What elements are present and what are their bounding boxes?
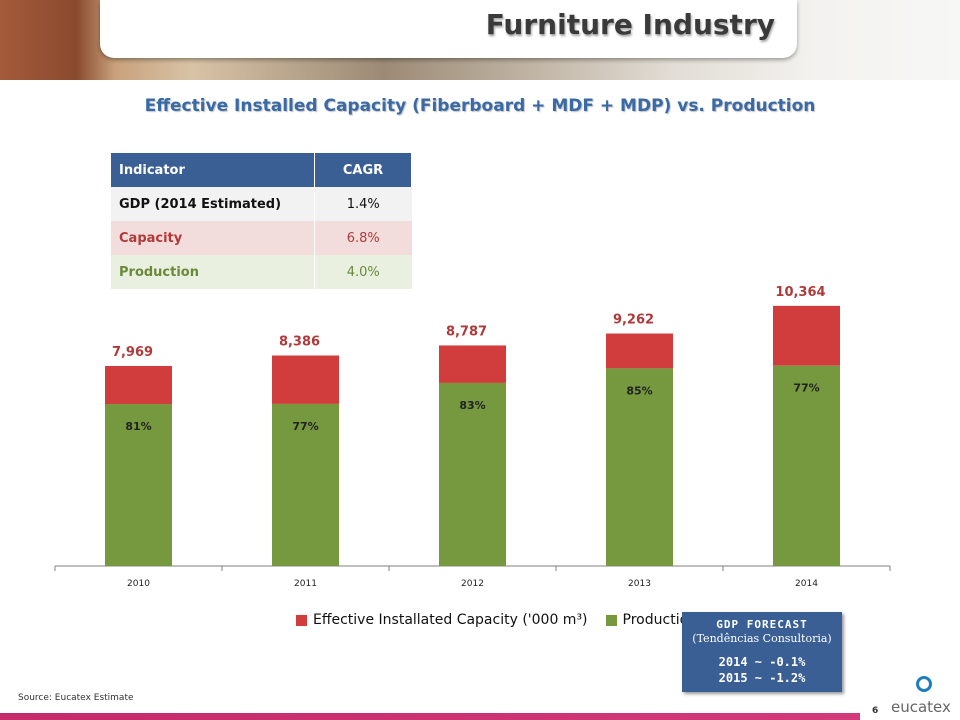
- total-label-2012: 8,787: [446, 324, 487, 339]
- eucatex-logo: eucatex: [888, 676, 958, 720]
- bar-production-2012: [439, 382, 506, 566]
- table-header-row: Indicator CAGR: [111, 153, 412, 187]
- legend-item-capacity: Effective Installated Capacity ('000 m³): [296, 612, 588, 628]
- source-note: Source: Eucatex Estimate: [18, 693, 134, 703]
- bar-capacity-2010: [105, 365, 172, 404]
- bar-capacity-2011: [272, 355, 339, 404]
- gdp-box-2014: 2014 ~ -0.1%: [718, 655, 806, 669]
- logo-e-icon: [916, 676, 932, 692]
- total-label-2013: 9,262: [613, 313, 654, 328]
- table-row: GDP (2014 Estimated) 1.4%: [111, 187, 412, 221]
- page-title: Furniture Industry: [485, 8, 775, 41]
- total-label-2010: 7,969: [112, 345, 153, 360]
- title-box: Furniture Industry: [100, 0, 797, 58]
- total-label-2014: 10,364: [775, 285, 825, 300]
- header-indicator: Indicator: [111, 153, 315, 187]
- row-cagr: 1.4%: [314, 187, 412, 221]
- bar-capacity-2014: [773, 305, 840, 366]
- chart-legend: Effective Installated Capacity ('000 m³)…: [296, 612, 715, 628]
- production-label-2010: 81%: [125, 420, 151, 433]
- x-tick-label-2014: 2014: [795, 579, 818, 589]
- bar-production-2013: [606, 368, 673, 566]
- bar-production-2014: [773, 365, 840, 566]
- row-indicator: Production: [111, 255, 315, 289]
- legend-swatch-capacity: [296, 614, 307, 626]
- production-label-2013: 85%: [626, 384, 652, 397]
- footer-bar: [0, 713, 860, 720]
- row-cagr: 6.8%: [314, 221, 412, 255]
- legend-label-capacity: Effective Installated Capacity ('000 m³): [313, 612, 588, 628]
- production-label-2011: 77%: [292, 420, 318, 433]
- gdp-box-source: (Tendências Consultoria): [692, 632, 832, 645]
- production-label-2014: 77%: [793, 382, 819, 395]
- chart-subtitle: Effective Installed Capacity (Fiberboard…: [144, 96, 816, 116]
- total-label-2011: 8,386: [279, 335, 320, 350]
- gdp-forecast-box: GDP FORECAST (Tendências Consultoria) 20…: [682, 612, 842, 692]
- row-cagr: 4.0%: [314, 255, 412, 289]
- row-indicator: GDP (2014 Estimated): [111, 187, 315, 221]
- gdp-box-title: GDP FORECAST: [716, 618, 808, 631]
- header-cagr: CAGR: [314, 153, 412, 187]
- row-indicator: Capacity: [111, 221, 315, 255]
- bar-capacity-2013: [606, 333, 673, 369]
- x-tick-label-2011: 2011: [294, 579, 317, 589]
- table-row: Capacity 6.8%: [111, 221, 412, 255]
- legend-item-production: Production: [605, 612, 698, 628]
- page-number: 6: [872, 706, 879, 716]
- logo-text: eucatex: [891, 698, 951, 716]
- legend-label-production: Production: [622, 612, 698, 628]
- x-tick-label-2010: 2010: [127, 579, 150, 589]
- production-label-2012: 83%: [459, 399, 485, 412]
- x-tick-label-2013: 2013: [628, 579, 651, 589]
- table-row: Production 4.0%: [111, 255, 412, 289]
- x-tick-label-2012: 2012: [461, 579, 484, 589]
- bar-production-2010: [105, 403, 172, 566]
- gdp-box-2015: 2015 ~ -1.2%: [718, 671, 806, 685]
- bar-production-2011: [272, 403, 339, 566]
- bar-capacity-2012: [439, 345, 506, 383]
- cagr-table: Indicator CAGR GDP (2014 Estimated) 1.4%…: [111, 153, 412, 289]
- legend-swatch-production: [605, 614, 617, 626]
